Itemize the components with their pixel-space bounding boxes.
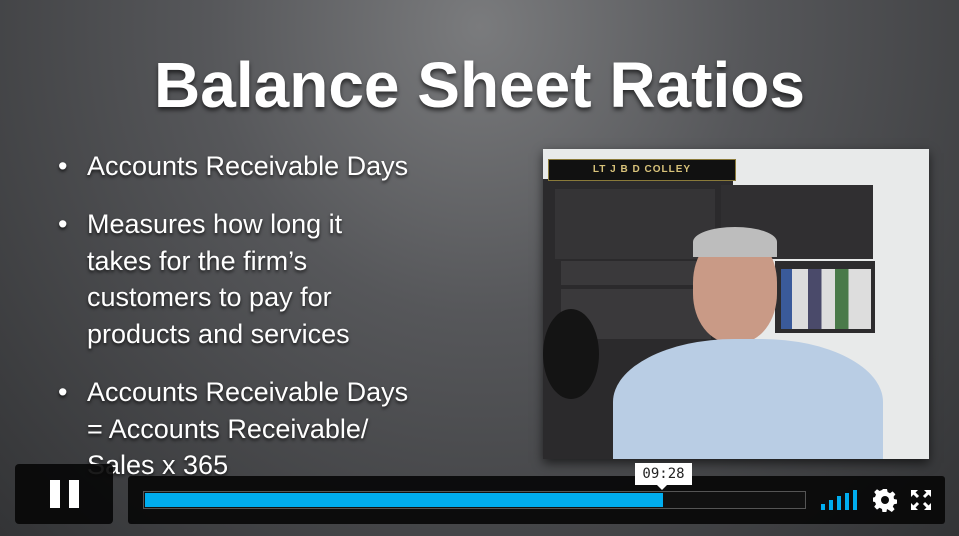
pause-icon	[50, 480, 60, 508]
progress-bar[interactable]	[143, 491, 806, 509]
volume-bars-icon[interactable]	[821, 490, 857, 510]
presenter-video-inset: LT J B D COLLEY	[543, 149, 929, 459]
pause-icon	[69, 480, 79, 508]
bullet-item: • Measures how long it takes for the firm…	[58, 209, 350, 349]
pause-button[interactable]	[15, 464, 113, 524]
wall-sign: LT J B D COLLEY	[548, 159, 736, 181]
bullet-item: • Accounts Receivable Days	[58, 151, 409, 181]
fullscreen-icon[interactable]	[911, 490, 931, 510]
progress-fill	[145, 493, 663, 507]
time-tooltip: 09:28	[635, 463, 692, 490]
slide-title: Balance Sheet Ratios	[154, 49, 805, 121]
gear-icon[interactable]	[873, 488, 897, 512]
